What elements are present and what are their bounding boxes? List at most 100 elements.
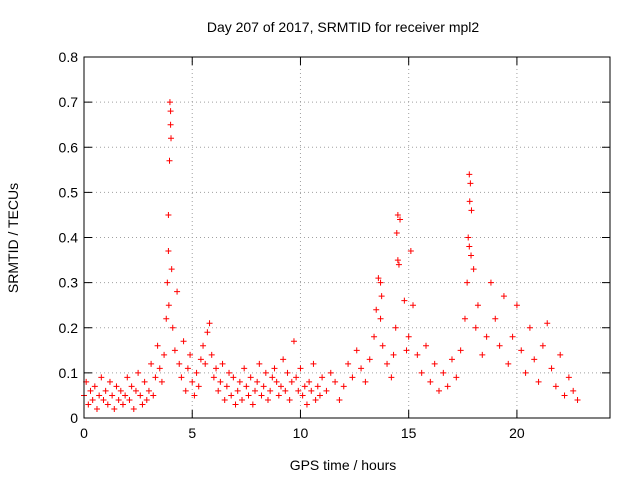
data-point	[293, 374, 300, 381]
data-point	[453, 374, 460, 381]
data-point	[394, 211, 401, 218]
data-point	[526, 324, 533, 331]
data-point	[316, 392, 323, 399]
data-point	[561, 392, 568, 399]
data-point	[269, 374, 276, 381]
data-point	[267, 387, 274, 394]
data-point	[378, 293, 385, 300]
data-point	[187, 351, 194, 358]
data-point	[312, 396, 319, 403]
data-point	[474, 302, 481, 309]
data-point	[548, 365, 555, 372]
data-point	[226, 369, 233, 376]
data-point	[256, 360, 263, 367]
data-point	[574, 396, 581, 403]
data-point	[472, 324, 479, 331]
data-point	[152, 374, 159, 381]
data-point	[208, 351, 215, 358]
data-point	[178, 374, 185, 381]
data-point	[286, 396, 293, 403]
data-point	[228, 392, 235, 399]
data-points	[81, 99, 581, 412]
data-point	[163, 315, 170, 322]
y-tick-label: 0.7	[59, 94, 79, 110]
data-point	[206, 320, 213, 327]
data-point	[393, 229, 400, 236]
data-point	[115, 396, 122, 403]
data-point	[262, 369, 269, 376]
data-point	[161, 351, 168, 358]
data-point	[167, 108, 174, 115]
data-point	[464, 279, 471, 286]
data-point	[275, 392, 282, 399]
data-point	[448, 356, 455, 363]
data-point	[195, 383, 202, 390]
x-tick-label: 5	[188, 425, 196, 441]
data-point	[509, 333, 516, 340]
data-point	[154, 342, 161, 349]
data-point	[531, 356, 538, 363]
data-point	[100, 396, 107, 403]
data-point	[395, 261, 402, 268]
data-point	[91, 383, 98, 390]
data-point	[93, 405, 100, 412]
data-point	[217, 378, 224, 385]
data-point	[373, 306, 380, 313]
data-point	[303, 401, 310, 408]
data-point	[288, 378, 295, 385]
data-point	[277, 383, 284, 390]
tick-layer: 0 0.1 0.2 0.3 0.4 0.5 0.6 0.7 0.8 0 5 10 15 20	[59, 49, 610, 441]
data-point	[310, 360, 317, 367]
data-point	[104, 401, 111, 408]
data-point	[440, 369, 447, 376]
data-point	[145, 387, 152, 394]
data-point	[119, 401, 126, 408]
data-point	[505, 360, 512, 367]
y-axis-label: SRMTID / TECUs	[5, 183, 21, 293]
data-point	[492, 315, 499, 322]
data-point	[169, 324, 176, 331]
data-point	[264, 396, 271, 403]
data-point	[184, 365, 191, 372]
data-point	[245, 392, 252, 399]
data-point	[213, 365, 220, 372]
data-point	[308, 387, 315, 394]
data-point	[397, 216, 404, 223]
y-tick-label: 0	[70, 410, 78, 426]
data-point	[280, 356, 287, 363]
data-point	[407, 248, 414, 255]
data-point	[223, 383, 230, 390]
data-point	[535, 378, 542, 385]
data-point	[197, 356, 204, 363]
data-point	[466, 198, 473, 205]
data-point	[483, 333, 490, 340]
data-point	[122, 392, 129, 399]
data-point	[461, 315, 468, 322]
data-point	[371, 333, 378, 340]
data-point	[513, 302, 520, 309]
x-tick-label: 0	[80, 425, 88, 441]
plot-frame	[83, 56, 611, 419]
chart-title: Day 207 of 2017, SRMTID for receiver mpl…	[207, 19, 480, 35]
data-point	[379, 342, 386, 349]
y-tick-label: 0.4	[59, 230, 79, 246]
data-point	[96, 392, 103, 399]
x-tick-label: 15	[401, 425, 417, 441]
data-point	[143, 396, 150, 403]
data-point	[234, 387, 241, 394]
data-point	[353, 347, 360, 354]
data-point	[377, 279, 384, 286]
data-point	[466, 243, 473, 250]
data-point	[273, 378, 280, 385]
data-point	[150, 392, 157, 399]
data-point	[164, 279, 171, 286]
y-tick-label: 0.6	[59, 139, 79, 155]
y-tick-label: 0.5	[59, 184, 79, 200]
data-point	[215, 387, 222, 394]
y-tick-label: 0.1	[59, 365, 79, 381]
data-point	[156, 365, 163, 372]
data-point	[444, 383, 451, 390]
data-point	[128, 383, 135, 390]
